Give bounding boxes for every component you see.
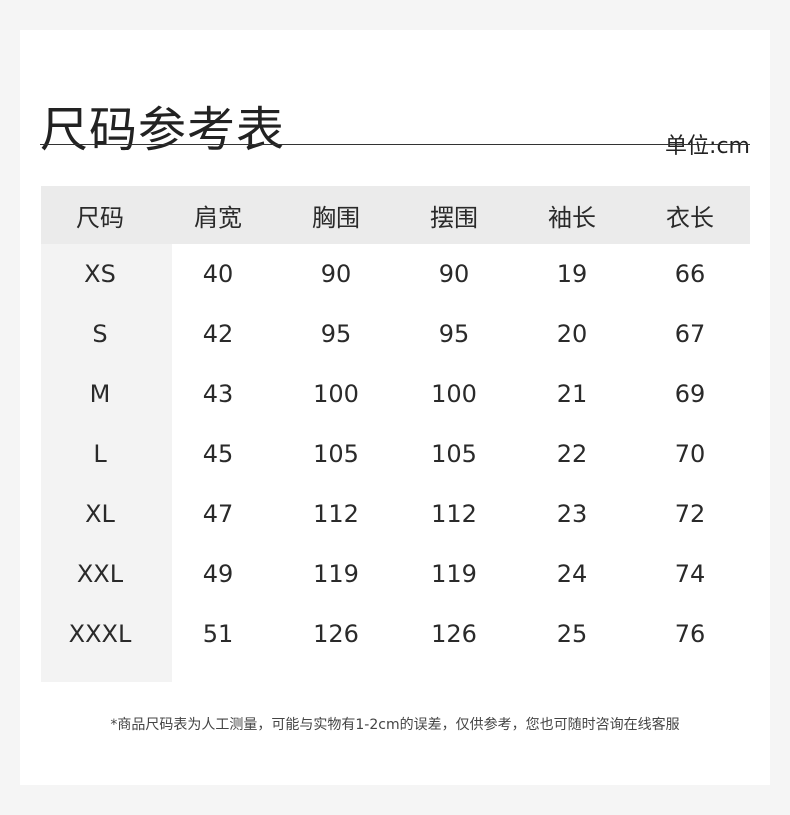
- footnote: *商品尺码表为人工测量，可能与实物有1-2cm的误差，仅供参考，您也可随时咨询在…: [110, 717, 680, 733]
- table-cell: 72: [674, 500, 706, 528]
- table-cell: 45: [202, 440, 234, 468]
- table-header: 尺码 肩宽 胸围 摆围 袖长 衣长: [41, 186, 750, 244]
- table-cell: 胸围: [312, 203, 360, 232]
- table-cell: 90: [320, 260, 352, 288]
- table-row: XS 40 90 90 19 66: [41, 244, 750, 304]
- table-cell: 肩宽: [194, 203, 242, 232]
- table-cell: 40: [202, 260, 234, 288]
- table-cell: 105: [313, 440, 359, 468]
- table-cell: 22: [556, 440, 588, 468]
- table-cell: 47: [202, 500, 234, 528]
- table-cell: 43: [202, 380, 234, 408]
- table-cell: 袖长: [548, 203, 596, 232]
- table-cell: 49: [202, 560, 234, 588]
- table-cell: 69: [674, 380, 706, 408]
- size-column-background: [41, 186, 172, 682]
- table-cell: 摆围: [430, 203, 478, 232]
- table-cell: 112: [313, 500, 359, 528]
- table-cell: 70: [674, 440, 706, 468]
- table-cell: 119: [313, 560, 359, 588]
- table-cell: XXXL: [68, 620, 132, 648]
- divider: [40, 144, 750, 145]
- table-row: XXL 49 119 119 24 74: [41, 544, 750, 604]
- table-cell: 119: [431, 560, 477, 588]
- table-cell: 126: [313, 620, 359, 648]
- table-row: M 43 100 100 21 69: [41, 364, 750, 424]
- table-cell: M: [89, 380, 111, 408]
- table-cell: 105: [431, 440, 477, 468]
- table-cell: 76: [674, 620, 706, 648]
- table-cell: 19: [556, 260, 588, 288]
- table-row: S 42 95 95 20 67: [41, 304, 750, 364]
- table-cell: 衣长: [666, 203, 714, 232]
- table-cell: 25: [556, 620, 588, 648]
- table-cell: 66: [674, 260, 706, 288]
- table-row: L 45 105 105 22 70: [41, 424, 750, 484]
- table-cell: 74: [674, 560, 706, 588]
- table-cell: 20: [556, 320, 588, 348]
- table-cell: 100: [313, 380, 359, 408]
- table-cell: L: [93, 440, 107, 468]
- table-cell: XL: [85, 500, 115, 528]
- table-row: XL 47 112 112 23 72: [41, 484, 750, 544]
- table-cell: S: [92, 320, 108, 348]
- table-row: XXXL 51 126 126 25 76: [41, 604, 750, 664]
- unit-label: 单位:cm: [665, 134, 750, 159]
- page-title: 尺码参考表: [40, 102, 286, 158]
- table-cell: 23: [556, 500, 588, 528]
- table-cell: 112: [431, 500, 477, 528]
- table-cell: XXL: [76, 560, 124, 588]
- size-table: 尺码 肩宽 胸围 摆围 袖长 衣长 XS 40 90 90 19 66 S 42 95 95 20 67 M 43 10…: [41, 186, 750, 664]
- table-cell: 90: [438, 260, 470, 288]
- table-cell: 67: [674, 320, 706, 348]
- table-cell: 126: [431, 620, 477, 648]
- size-chart-card: 尺码参考表 单位:cm 尺码 肩宽 胸围 摆围 袖长 衣长 XS 40 90 90 19 66 S 42 9…: [20, 30, 770, 785]
- table-cell: 100: [431, 380, 477, 408]
- table-cell: 95: [320, 320, 352, 348]
- table-cell: XS: [84, 260, 116, 288]
- table-cell: 42: [202, 320, 234, 348]
- table-cell: 24: [556, 560, 588, 588]
- table-cell: 51: [202, 620, 234, 648]
- table-cell: 95: [438, 320, 470, 348]
- table-cell: 21: [556, 380, 588, 408]
- table-cell: 尺码: [76, 203, 124, 232]
